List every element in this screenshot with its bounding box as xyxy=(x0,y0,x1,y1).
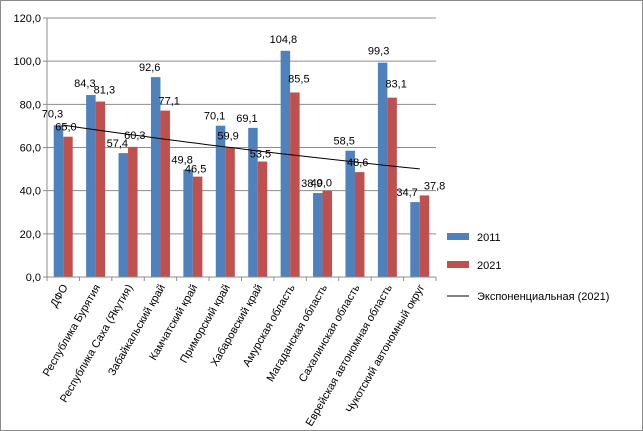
data-label: 83,1 xyxy=(385,79,406,91)
bar-2021 xyxy=(192,176,203,277)
bar-2021 xyxy=(322,190,333,277)
gridlines xyxy=(47,17,436,278)
data-label: 99,3 xyxy=(368,46,389,58)
data-label: 40,0 xyxy=(311,178,332,190)
legend: 2011 2021 Экспоненциальная (2021) xyxy=(447,232,609,303)
data-label: 59,9 xyxy=(217,131,238,143)
legend-swatch-2011 xyxy=(447,233,469,240)
data-label: 38,9 xyxy=(301,178,322,190)
bar-2011 xyxy=(377,62,388,277)
bar-2011 xyxy=(53,125,64,277)
trendline xyxy=(63,124,420,170)
bar-2021 xyxy=(160,110,170,277)
bar-2021 xyxy=(387,97,397,277)
bar-2011 xyxy=(248,127,258,278)
data-label: 70,1 xyxy=(204,111,225,123)
bar-2011 xyxy=(215,125,226,277)
data-label: 48,6 xyxy=(347,157,368,169)
trendline-path xyxy=(63,124,420,170)
y-tick-label: 120,0 xyxy=(13,13,41,25)
data-labels: 70,3 84,3 57,4 92,6 49,8 70,1 69,1 104,8 38,9 58,… xyxy=(42,34,446,199)
data-label: 60,3 xyxy=(124,130,145,142)
data-label: 77,1 xyxy=(158,96,179,108)
bar-2021 xyxy=(257,161,268,277)
x-tick-label: Сахалинская область xyxy=(297,282,363,384)
x-tick-label: Магаданская область xyxy=(265,282,331,384)
data-label: 69,1 xyxy=(236,113,257,125)
x-tick-label: ДФО xyxy=(48,282,71,309)
x-tick-label: Забайкальский край xyxy=(106,283,168,378)
bar-2011 xyxy=(313,193,323,277)
y-tick-label: 40,0 xyxy=(20,186,41,198)
data-label: 49,8 xyxy=(171,155,192,167)
data-label: 46,5 xyxy=(185,164,206,176)
bar-2011 xyxy=(150,77,161,277)
legend-label: Экспоненциальная (2021) xyxy=(477,291,609,303)
data-label: 53,5 xyxy=(250,149,271,161)
data-label: 85,5 xyxy=(288,73,309,85)
data-label: 37,8 xyxy=(424,180,445,192)
bar-2011 xyxy=(280,50,291,277)
data-label: 70,3 xyxy=(42,108,63,120)
x-tick-label: Республика Бурятия xyxy=(41,282,103,378)
bar-2011 xyxy=(183,169,193,277)
data-label: 81,3 xyxy=(94,85,115,97)
bar-2021 xyxy=(354,172,365,277)
data-label: 65,0 xyxy=(55,122,76,134)
data-label: 34,7 xyxy=(396,187,417,199)
bars xyxy=(53,50,430,278)
data-label: 104,8 xyxy=(270,34,298,46)
data-label: 92,6 xyxy=(139,62,160,74)
bar-2011 xyxy=(345,150,355,277)
bar-2021 xyxy=(95,101,106,277)
bar-2011 xyxy=(86,95,96,278)
bar-2011 xyxy=(118,153,129,277)
bar-2021 xyxy=(290,92,300,278)
bar-2021 xyxy=(128,146,138,277)
y-axis: 0,0 20,0 40,0 60,0 80,0 100,0 120,0 xyxy=(13,13,48,284)
legend-swatch-2021 xyxy=(447,261,469,268)
y-tick-label: 60,0 xyxy=(20,143,41,155)
bar-2011 xyxy=(410,202,420,277)
data-label: 57,4 xyxy=(107,138,128,150)
data-label: 58,5 xyxy=(333,136,354,148)
y-tick-label: 100,0 xyxy=(13,56,41,68)
legend-label: 2011 xyxy=(477,232,501,244)
data-label: 84,3 xyxy=(74,78,95,90)
y-tick-label: 80,0 xyxy=(20,99,41,111)
bar-2021 xyxy=(419,195,430,277)
legend-label: 2021 xyxy=(477,260,501,272)
y-tick-label: 20,0 xyxy=(20,229,41,241)
y-tick-label: 0,0 xyxy=(26,272,41,284)
bar-2021 xyxy=(63,136,73,277)
bar-2021 xyxy=(225,147,235,277)
